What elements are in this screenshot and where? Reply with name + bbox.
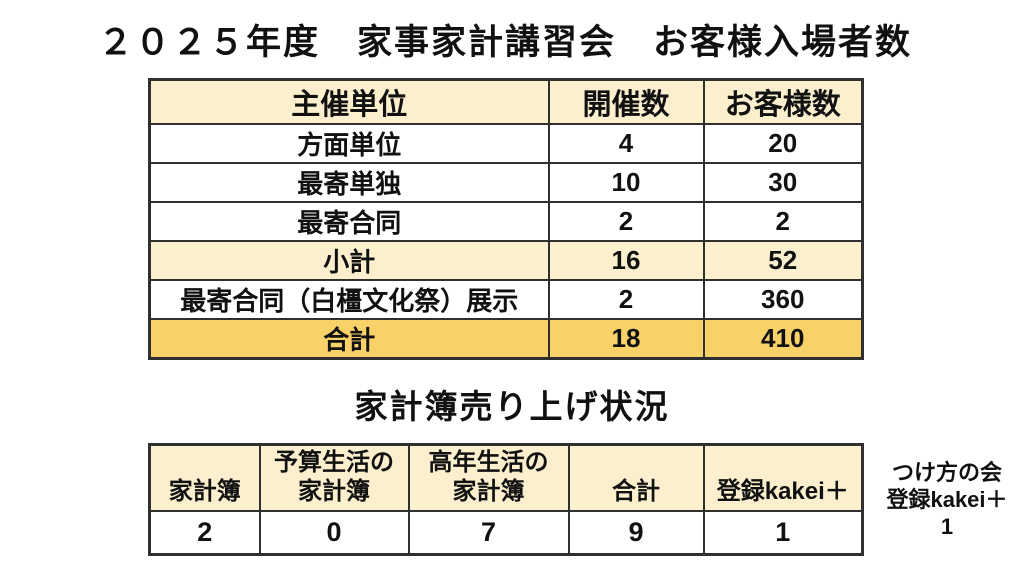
col-header-organizer: 主催単位 [148,78,550,125]
col-header-kakeibo: 家計簿 [148,443,261,512]
sales-table: 家計簿 予算生活の 家計簿 高年生活の 家計簿 合計 登録kakei＋ 2 0 … [148,443,864,556]
visitors-value: 30 [702,162,864,203]
sessions-value: 18 [547,318,705,360]
sales-values-row: 2 0 7 9 1 [148,510,864,556]
col-header-budget-kakeibo: 予算生活の 家計簿 [258,443,410,512]
senior-kakeibo-value: 7 [407,510,570,556]
row-label: 最寄合同 [148,201,550,242]
side-note: つけ方の会 登録kakei＋ 1 [872,459,1022,540]
sales-section-title: 家計簿売り上げ状況 [354,388,670,425]
col-header-senior-kakeibo: 高年生活の 家計簿 [407,443,570,512]
side-note-line2: 登録kakei＋ [886,487,1008,512]
table-row: 最寄合同 2 2 [148,201,864,242]
col-header-sessions: 開催数 [547,78,705,125]
subtotal-row: 小計 16 52 [148,240,864,281]
side-note-line1: つけ方の会 [891,460,1002,485]
row-label: 合計 [148,318,550,360]
row-label: 最寄単独 [148,162,550,203]
visitors-value: 20 [702,123,864,164]
attendance-header-row: 主催単位 開催数 お客様数 [148,78,864,125]
sessions-value: 16 [547,240,705,281]
sessions-value: 2 [547,279,705,320]
budget-kakeibo-value: 0 [258,510,410,556]
sessions-value: 2 [547,201,705,242]
visitors-value: 410 [702,318,864,360]
attendance-table: 主催単位 開催数 お客様数 方面単位 4 20 最寄単独 10 30 最寄合同 … [148,78,864,360]
col-header-visitors: お客様数 [702,78,864,125]
table-row: 最寄単独 10 30 [148,162,864,203]
kakeibo-value: 2 [148,510,261,556]
visitors-value: 52 [702,240,864,281]
visitors-value: 2 [702,201,864,242]
table-row: 方面単位 4 20 [148,123,864,164]
total-row: 合計 18 410 [148,318,864,360]
col-header-total: 合計 [567,443,705,512]
col-header-kakei-plus: 登録kakei＋ [702,443,864,512]
sessions-value: 4 [547,123,705,164]
sessions-value: 10 [547,162,705,203]
sales-header-row: 家計簿 予算生活の 家計簿 高年生活の 家計簿 合計 登録kakei＋ [148,443,864,512]
side-note-line3: 1 [940,514,954,539]
row-label: 最寄合同（白橿文化祭）展示 [148,279,550,320]
row-label: 方面単位 [148,123,550,164]
page-title: ２０２５年度 家事家計講習会 お客様入場者数 [97,23,912,62]
table-row: 最寄合同（白橿文化祭）展示 2 360 [148,279,864,320]
visitors-value: 360 [702,279,864,320]
kakei-plus-value: 1 [702,510,864,556]
row-label: 小計 [148,240,550,281]
total-value: 9 [567,510,705,556]
